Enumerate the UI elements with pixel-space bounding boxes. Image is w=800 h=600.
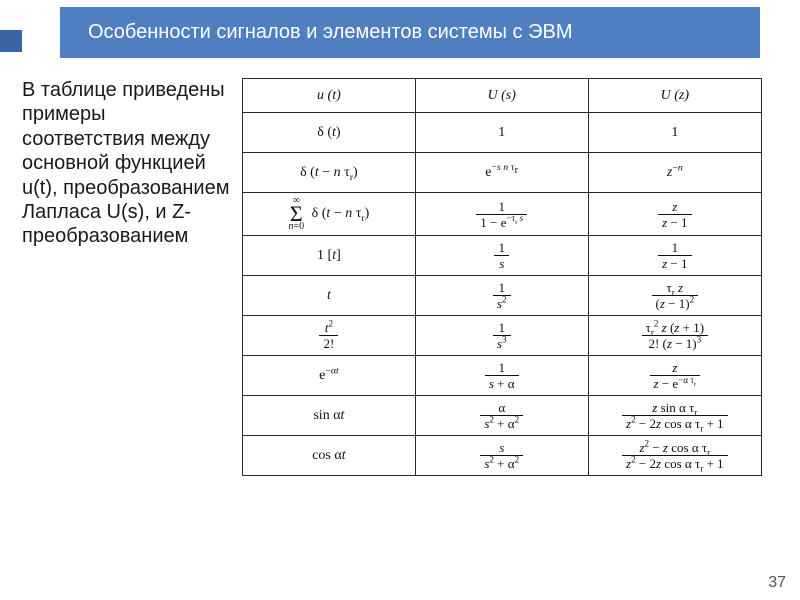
col-header-Us: U (s) bbox=[415, 79, 588, 113]
cell: e−s n τr bbox=[415, 153, 588, 193]
cell: z−n bbox=[588, 153, 761, 193]
slide-body: В таблице приведены примеры соответствия… bbox=[0, 64, 800, 476]
cell: δ (t − n τr) bbox=[243, 153, 416, 193]
cell: 1s2 bbox=[415, 276, 588, 316]
table-row: t 1s2 τr z(z − 1)2 bbox=[243, 276, 762, 316]
table-row: δ (t) 1 1 bbox=[243, 113, 762, 153]
sigma-icon: ∞Σn=0 bbox=[289, 197, 305, 231]
cell: 1s3 bbox=[415, 316, 588, 356]
cell: zz − e−α τr bbox=[588, 356, 761, 396]
table-row: δ (t − n τr) e−s n τr z−n bbox=[243, 153, 762, 193]
cell: 1s + α bbox=[415, 356, 588, 396]
slide: Особенности сигналов и элементов системы… bbox=[0, 0, 800, 600]
cell: e−αt bbox=[243, 356, 416, 396]
table-row: cos αt ss2 + α2 z2 − z cos α τrz2 − 2z c… bbox=[243, 436, 762, 476]
cell: 1 bbox=[588, 113, 761, 153]
cell: 11 − e−τr s bbox=[415, 193, 588, 236]
slide-title: Особенности сигналов и элементов системы… bbox=[60, 7, 760, 58]
cell: sin αt bbox=[243, 396, 416, 436]
table-row: t22! 1s3 τr2 z (z + 1)2! (z − 1)3 bbox=[243, 316, 762, 356]
decor-block-light bbox=[0, 10, 35, 28]
title-bar: Особенности сигналов и элементов системы… bbox=[0, 0, 800, 64]
cell: zz − 1 bbox=[588, 193, 761, 236]
cell: cos αt bbox=[243, 436, 416, 476]
decor-block-dark bbox=[0, 30, 22, 52]
table-header-row: u (t) U (s) U (z) bbox=[243, 79, 762, 113]
cell: t bbox=[243, 276, 416, 316]
cell: 1 [t] bbox=[243, 236, 416, 276]
cell: τr2 z (z + 1)2! (z − 1)3 bbox=[588, 316, 761, 356]
cell: t22! bbox=[243, 316, 416, 356]
cell: 1 bbox=[415, 113, 588, 153]
intro-text: В таблице приведены примеры соответствия… bbox=[22, 78, 242, 476]
transform-table: u (t) U (s) U (z) δ (t) 1 1 δ (t − n τr)… bbox=[242, 78, 762, 476]
table-row: e−αt 1s + α zz − e−α τr bbox=[243, 356, 762, 396]
cell: ss2 + α2 bbox=[415, 436, 588, 476]
page-number: 37 bbox=[768, 574, 786, 592]
col-header-Uz: U (z) bbox=[588, 79, 761, 113]
cell: αs2 + α2 bbox=[415, 396, 588, 436]
cell: δ (t) bbox=[243, 113, 416, 153]
cell: τr z(z − 1)2 bbox=[588, 276, 761, 316]
cell: z2 − z cos α τrz2 − 2z cos α τr + 1 bbox=[588, 436, 761, 476]
cell: 1z − 1 bbox=[588, 236, 761, 276]
table-row: ∞Σn=0 δ (t − n τr) 11 − e−τr s zz − 1 bbox=[243, 193, 762, 236]
table-row: sin αt αs2 + α2 z sin α τrz2 − 2z cos α … bbox=[243, 396, 762, 436]
cell: z sin α τrz2 − 2z cos α τr + 1 bbox=[588, 396, 761, 436]
cell: 1s bbox=[415, 236, 588, 276]
transform-table-wrap: u (t) U (s) U (z) δ (t) 1 1 δ (t − n τr)… bbox=[242, 78, 788, 476]
table-row: 1 [t] 1s 1z − 1 bbox=[243, 236, 762, 276]
col-header-ut: u (t) bbox=[243, 79, 416, 113]
cell: ∞Σn=0 δ (t − n τr) bbox=[243, 193, 416, 236]
